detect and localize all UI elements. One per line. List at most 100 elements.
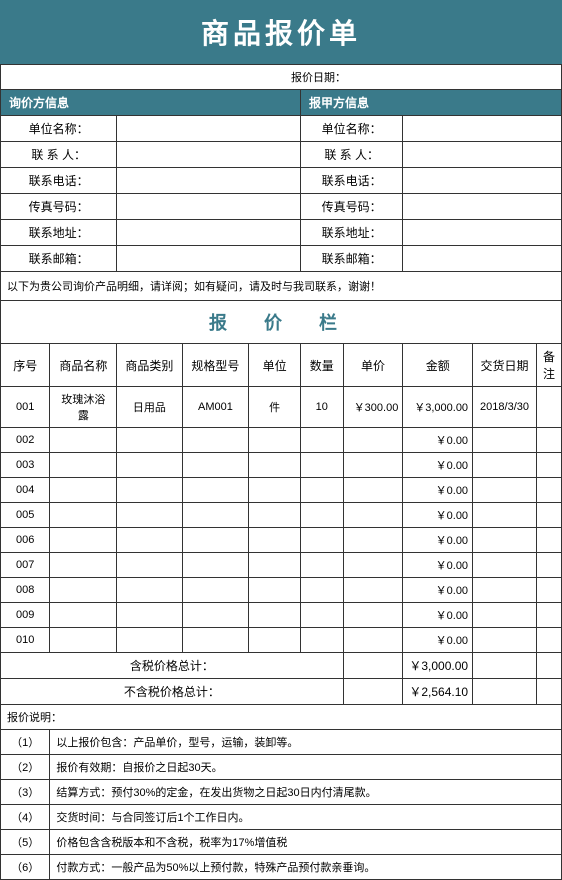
cell-spec[interactable] bbox=[182, 528, 249, 553]
cell-qty[interactable] bbox=[300, 628, 343, 653]
cell-category[interactable] bbox=[117, 603, 182, 628]
desc-num: （4） bbox=[1, 805, 50, 830]
cell-category[interactable] bbox=[117, 553, 182, 578]
cell-name[interactable] bbox=[50, 578, 117, 603]
cell-delivery[interactable]: 2018/3/30 bbox=[473, 387, 537, 428]
cell-spec[interactable] bbox=[182, 428, 249, 453]
cell-delivery[interactable] bbox=[473, 503, 537, 528]
cell-category[interactable] bbox=[117, 528, 182, 553]
inquirer-header: 询价方信息 bbox=[1, 90, 301, 116]
cell-delivery[interactable] bbox=[473, 478, 537, 503]
cell-delivery[interactable] bbox=[473, 628, 537, 653]
cell-spec[interactable] bbox=[182, 603, 249, 628]
cell-remark[interactable] bbox=[536, 528, 561, 553]
cell-delivery[interactable] bbox=[473, 428, 537, 453]
cell-name[interactable]: 玫瑰沐浴露 bbox=[50, 387, 117, 428]
cell-price[interactable] bbox=[343, 578, 403, 603]
cell-price[interactable]: ￥300.00 bbox=[343, 387, 403, 428]
cell-name[interactable] bbox=[50, 528, 117, 553]
cell-category[interactable] bbox=[117, 578, 182, 603]
cell-remark[interactable] bbox=[536, 387, 561, 428]
cell-unit[interactable] bbox=[249, 603, 301, 628]
cell-qty[interactable] bbox=[300, 453, 343, 478]
cell-unit[interactable] bbox=[249, 628, 301, 653]
cell-spec[interactable] bbox=[182, 478, 249, 503]
notax-total-value: ￥2,564.10 bbox=[403, 679, 473, 705]
cell-remark[interactable] bbox=[536, 428, 561, 453]
cell-price[interactable] bbox=[343, 503, 403, 528]
cell-spec[interactable] bbox=[182, 553, 249, 578]
cell-price[interactable] bbox=[343, 603, 403, 628]
quoter-fax-value[interactable] bbox=[403, 194, 562, 220]
cell-category[interactable]: 日用品 bbox=[117, 387, 182, 428]
inquirer-contact-value[interactable] bbox=[117, 142, 301, 168]
cell-remark[interactable] bbox=[536, 578, 561, 603]
cell-name[interactable] bbox=[50, 453, 117, 478]
cell-price[interactable] bbox=[343, 528, 403, 553]
inquirer-address-label: 联系地址： bbox=[1, 220, 117, 246]
col-seq: 序号 bbox=[1, 344, 50, 387]
cell-delivery[interactable] bbox=[473, 453, 537, 478]
cell-remark[interactable] bbox=[536, 553, 561, 578]
cell-price[interactable] bbox=[343, 453, 403, 478]
cell-qty[interactable]: 10 bbox=[300, 387, 343, 428]
cell-name[interactable] bbox=[50, 553, 117, 578]
cell-delivery[interactable] bbox=[473, 578, 537, 603]
cell-spec[interactable] bbox=[182, 453, 249, 478]
cell-price[interactable] bbox=[343, 428, 403, 453]
quoter-phone-value[interactable] bbox=[403, 168, 562, 194]
cell-qty[interactable] bbox=[300, 603, 343, 628]
cell-qty[interactable] bbox=[300, 578, 343, 603]
cell-category[interactable] bbox=[117, 628, 182, 653]
cell-spec[interactable] bbox=[182, 503, 249, 528]
cell-delivery[interactable] bbox=[473, 553, 537, 578]
cell-qty[interactable] bbox=[300, 503, 343, 528]
col-remark: 备注 bbox=[536, 344, 561, 387]
quoter-address-value[interactable] bbox=[403, 220, 562, 246]
cell-remark[interactable] bbox=[536, 603, 561, 628]
cell-unit[interactable] bbox=[249, 578, 301, 603]
cell-qty[interactable] bbox=[300, 553, 343, 578]
quoter-contact-value[interactable] bbox=[403, 142, 562, 168]
cell-spec[interactable] bbox=[182, 578, 249, 603]
cell-qty[interactable] bbox=[300, 478, 343, 503]
inquirer-email-value[interactable] bbox=[117, 246, 301, 272]
cell-qty[interactable] bbox=[300, 428, 343, 453]
cell-amount: ￥0.00 bbox=[403, 503, 473, 528]
cell-name[interactable] bbox=[50, 603, 117, 628]
cell-name[interactable] bbox=[50, 478, 117, 503]
cell-unit[interactable] bbox=[249, 503, 301, 528]
inquirer-address-value[interactable] bbox=[117, 220, 301, 246]
cell-category[interactable] bbox=[117, 428, 182, 453]
cell-category[interactable] bbox=[117, 453, 182, 478]
cell-remark[interactable] bbox=[536, 628, 561, 653]
inquirer-phone-value[interactable] bbox=[117, 168, 301, 194]
inquirer-contact-label: 联 系 人： bbox=[1, 142, 117, 168]
cell-delivery[interactable] bbox=[473, 528, 537, 553]
cell-unit[interactable] bbox=[249, 528, 301, 553]
inquirer-unit-value[interactable] bbox=[117, 116, 301, 142]
cell-name[interactable] bbox=[50, 428, 117, 453]
cell-unit[interactable] bbox=[249, 553, 301, 578]
cell-unit[interactable] bbox=[249, 453, 301, 478]
cell-spec[interactable]: AM001 bbox=[182, 387, 249, 428]
inquirer-fax-value[interactable] bbox=[117, 194, 301, 220]
cell-unit[interactable] bbox=[249, 478, 301, 503]
quoter-unit-value[interactable] bbox=[403, 116, 562, 142]
cell-unit[interactable] bbox=[249, 428, 301, 453]
cell-price[interactable] bbox=[343, 553, 403, 578]
cell-remark[interactable] bbox=[536, 503, 561, 528]
quoter-email-value[interactable] bbox=[403, 246, 562, 272]
cell-spec[interactable] bbox=[182, 628, 249, 653]
cell-category[interactable] bbox=[117, 503, 182, 528]
cell-name[interactable] bbox=[50, 628, 117, 653]
cell-unit[interactable]: 件 bbox=[249, 387, 301, 428]
cell-remark[interactable] bbox=[536, 478, 561, 503]
cell-qty[interactable] bbox=[300, 528, 343, 553]
cell-price[interactable] bbox=[343, 478, 403, 503]
cell-category[interactable] bbox=[117, 478, 182, 503]
cell-delivery[interactable] bbox=[473, 603, 537, 628]
cell-remark[interactable] bbox=[536, 453, 561, 478]
cell-name[interactable] bbox=[50, 503, 117, 528]
cell-price[interactable] bbox=[343, 628, 403, 653]
